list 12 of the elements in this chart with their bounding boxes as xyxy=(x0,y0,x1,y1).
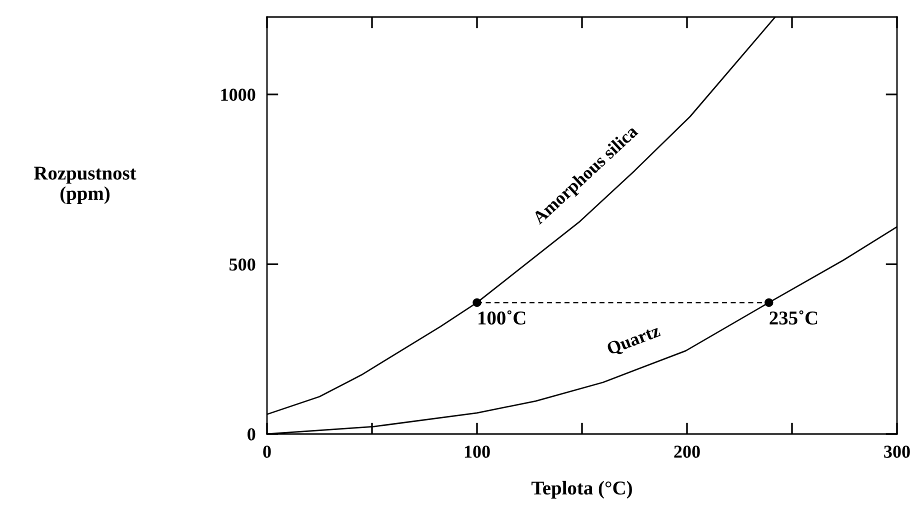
x-tick-label: 200 xyxy=(674,446,700,458)
y-tick-label: 1000 xyxy=(221,88,256,101)
annotation: 235˚C xyxy=(770,310,818,325)
x-tick-label: 100 xyxy=(464,446,490,458)
x-tick-label: 0 xyxy=(263,446,271,458)
x-tick-label: 300 xyxy=(884,446,910,458)
annotation: 100˚C xyxy=(478,310,526,325)
y-axis-title: Rozpustnost (ppm) xyxy=(34,166,136,204)
x-axis-title: Teplota (°C) xyxy=(532,480,632,499)
y-tick-label: 0 xyxy=(248,428,256,440)
text: Quartz xyxy=(606,324,662,358)
y-tick-label: 500 xyxy=(230,258,256,271)
